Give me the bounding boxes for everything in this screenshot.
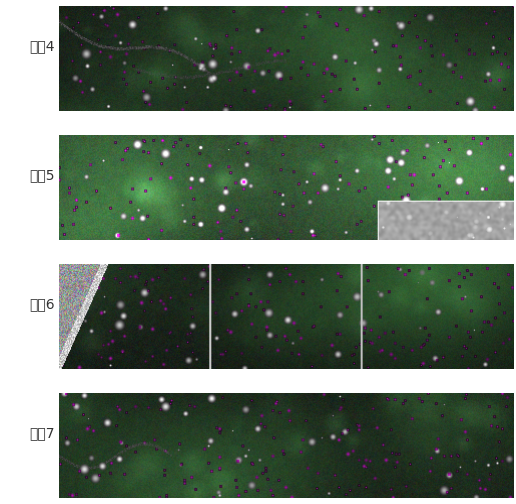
Text: 配方7: 配方7	[29, 426, 55, 440]
Text: 配方4: 配方4	[29, 39, 55, 53]
Text: 配方6: 配方6	[29, 297, 55, 311]
Text: 配方5: 配方5	[29, 168, 55, 182]
